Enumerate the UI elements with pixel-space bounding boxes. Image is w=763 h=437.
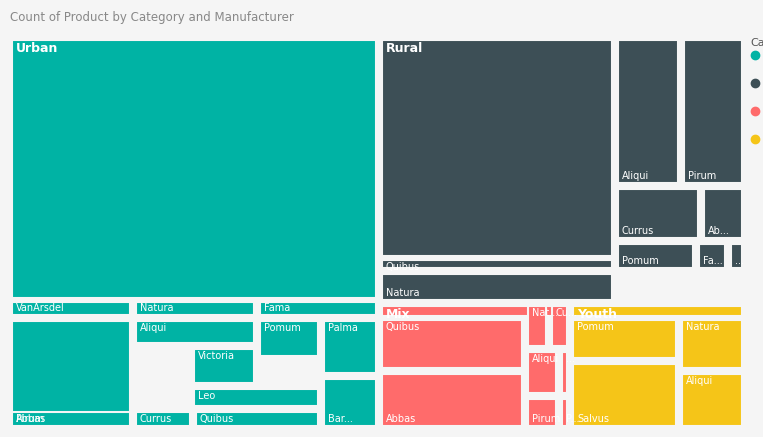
Text: Count of Product by Category and Manufacturer: Count of Product by Category and Manufac… [10,11,294,24]
Bar [194,389,318,406]
Bar [382,306,567,316]
Text: Currus: Currus [622,226,654,236]
Text: Urban: Urban [16,42,59,55]
Bar [382,320,522,368]
Text: Mix: Mix [386,308,410,321]
Bar [382,374,522,426]
Bar [324,379,376,426]
Bar [260,302,376,315]
Text: P...: P... [566,414,580,424]
Bar [12,40,376,298]
Text: Palma: Palma [328,323,358,333]
Bar [382,40,612,256]
Bar [618,189,698,238]
Bar [562,399,567,426]
Text: Quibus: Quibus [386,262,420,272]
Bar [731,244,742,268]
Text: Aliqui: Aliqui [532,354,559,364]
Text: Bar...: Bar... [328,414,353,424]
Bar [12,412,130,426]
Bar [682,374,742,426]
Bar [528,306,546,346]
Bar [260,321,318,356]
Bar [12,302,130,315]
Bar [684,40,742,183]
Text: Aliqui: Aliqui [686,376,713,386]
Text: Currus: Currus [140,414,172,424]
Text: Youth: Youth [577,308,617,321]
Text: Rural: Rural [386,42,423,55]
Text: Cu...: Cu... [556,308,578,318]
Text: Pomum: Pomum [264,323,301,333]
Bar [573,364,676,426]
Bar [136,412,190,426]
Bar [324,321,376,373]
Text: Leo: Leo [198,391,215,401]
Bar [682,320,742,368]
Bar [618,40,678,183]
Text: Pirum: Pirum [16,414,44,424]
Bar [573,320,676,358]
Text: Quibus: Quibus [386,322,420,332]
Text: Abbas: Abbas [16,414,47,424]
Text: Victoria: Victoria [198,351,235,361]
Text: Pomum: Pomum [622,256,658,266]
Bar [136,321,254,343]
Bar [382,274,612,300]
Text: Pomum: Pomum [577,322,613,332]
Text: Salvus: Salvus [577,414,609,424]
Bar [136,302,254,315]
Text: Natura: Natura [686,322,720,332]
Bar [699,244,725,268]
Bar [194,349,254,383]
Text: Fama: Fama [264,303,290,313]
Bar [704,189,742,238]
Text: Natura: Natura [140,303,173,313]
Text: Pirum: Pirum [688,171,716,181]
Text: Ab...: Ab... [708,226,730,236]
Text: Fa...: Fa... [703,256,723,266]
Bar [382,260,612,268]
Text: Quibus: Quibus [200,414,234,424]
Text: Natura: Natura [386,288,420,298]
Bar [12,321,130,426]
Text: Category: Category [750,38,763,48]
Text: Aliqui: Aliqui [622,171,649,181]
Text: Aliqui: Aliqui [140,323,167,333]
Text: Pirum: Pirum [532,414,560,424]
Text: ...: ... [566,354,575,364]
Text: VanArsdel: VanArsdel [16,303,65,313]
Bar [528,399,556,426]
Bar [573,306,742,316]
Text: Nat...: Nat... [532,308,559,318]
Bar [618,244,693,268]
Text: ...: ... [735,256,744,266]
Bar [528,352,556,393]
Bar [196,412,318,426]
Bar [552,306,567,346]
Text: Abbas: Abbas [386,414,417,424]
Bar [562,352,567,393]
